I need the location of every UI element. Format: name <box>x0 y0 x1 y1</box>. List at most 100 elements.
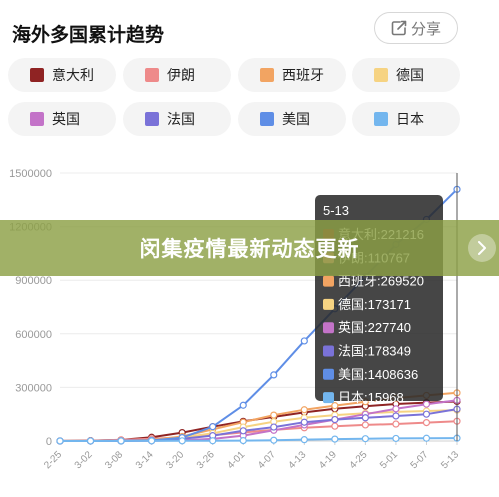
legend-swatch <box>30 68 44 82</box>
data-point[interactable] <box>422 434 431 442</box>
page-title: 海外多国累计趋势 <box>12 25 165 46</box>
series-line <box>60 437 458 442</box>
data-point[interactable] <box>86 437 95 445</box>
y-tick-label: 1500000 <box>9 168 52 180</box>
data-point[interactable] <box>239 401 247 409</box>
tooltip-swatch <box>323 368 334 380</box>
data-point[interactable] <box>422 418 431 427</box>
data-point[interactable] <box>270 436 278 444</box>
x-tick-label: 4-25 <box>348 449 370 471</box>
data-point[interactable] <box>300 436 308 444</box>
legend-swatch <box>145 112 159 126</box>
legend-swatch <box>260 68 274 82</box>
data-point[interactable] <box>300 418 308 426</box>
tooltip-swatch <box>323 275 334 287</box>
y-tick-label: 900000 <box>15 275 52 287</box>
banner-text: 闵集疫情最新动态更新 <box>139 238 360 261</box>
data-point[interactable] <box>331 422 339 430</box>
tooltip-entry: 法国:178349 <box>338 344 411 359</box>
legend-label: 德国 <box>396 67 424 83</box>
x-tick-label: 5-07 <box>409 449 431 471</box>
legend-item-france[interactable]: 法国 <box>123 102 231 136</box>
legend-label: 伊朗 <box>167 67 195 83</box>
data-point[interactable] <box>178 437 186 445</box>
data-point[interactable] <box>300 406 308 414</box>
legend-swatch <box>374 68 388 82</box>
data-point[interactable] <box>148 437 156 445</box>
share-button[interactable]: 分享 <box>374 12 458 44</box>
legend-label: 西班牙 <box>282 67 324 83</box>
x-tick-label: 4-19 <box>317 449 339 471</box>
x-tick-label: 3-02 <box>73 449 95 471</box>
data-point[interactable] <box>361 414 369 422</box>
y-tick-label: 300000 <box>15 382 52 394</box>
data-point[interactable] <box>270 411 278 419</box>
data-point[interactable] <box>300 337 308 345</box>
tooltip-swatch <box>323 392 334 404</box>
x-tick-label: 3-26 <box>195 449 217 471</box>
legend-swatch <box>145 68 159 82</box>
tooltip-entry: 英国:227740 <box>338 320 411 335</box>
series-0 <box>56 397 461 445</box>
tooltip-entry: 德国:173171 <box>338 297 411 312</box>
data-point[interactable] <box>239 436 247 445</box>
tooltip-swatch <box>323 345 334 357</box>
chevron-right-icon <box>478 241 486 255</box>
tooltip-title: 5-13 <box>323 203 349 218</box>
x-tick-label: 2-25 <box>42 449 64 471</box>
data-point[interactable] <box>422 410 431 418</box>
data-point[interactable] <box>209 437 217 445</box>
legend-item-spain[interactable]: 西班牙 <box>238 58 346 92</box>
data-point[interactable] <box>331 415 339 424</box>
data-point[interactable] <box>117 437 125 445</box>
legend-swatch <box>260 112 274 126</box>
data-point[interactable] <box>392 412 400 420</box>
x-tick-label: 5-01 <box>378 449 400 471</box>
tooltip-swatch <box>323 322 334 334</box>
legend-swatch <box>30 112 44 126</box>
share-icon <box>391 20 407 36</box>
news-banner[interactable]: 闵集疫情最新动态更新 <box>0 220 499 276</box>
data-point[interactable] <box>331 402 339 410</box>
legend-label: 英国 <box>52 111 80 127</box>
data-point[interactable] <box>361 435 369 443</box>
data-point[interactable] <box>361 421 369 429</box>
x-tick-label: 4-13 <box>286 449 308 471</box>
data-point[interactable] <box>422 400 431 408</box>
legend-item-italy[interactable]: 意大利 <box>8 58 116 92</box>
tooltip-entry: 日本:15968 <box>338 390 404 405</box>
data-point[interactable] <box>270 371 278 379</box>
data-point[interactable] <box>209 423 217 431</box>
y-tick-label: 0 <box>46 436 52 448</box>
legend-item-iran[interactable]: 伊朗 <box>123 58 231 92</box>
tooltip-entry: 西班牙:269520 <box>338 274 424 289</box>
data-point[interactable] <box>392 434 400 443</box>
x-tick-label: 4-01 <box>225 449 247 471</box>
data-point[interactable] <box>392 420 400 428</box>
x-tick-label: 3-20 <box>164 449 186 471</box>
data-point[interactable] <box>56 437 64 445</box>
legend-item-germany[interactable]: 德国 <box>352 58 460 92</box>
tooltip-entry: 美国:1408636 <box>338 367 418 382</box>
share-label: 分享 <box>410 20 441 38</box>
legend-swatch <box>374 112 388 126</box>
line-chart[interactable]: 0300000600000900000120000015000002-253-0… <box>0 150 499 497</box>
legend-item-usa[interactable]: 美国 <box>238 102 346 136</box>
x-tick-label: 3-14 <box>134 449 156 471</box>
data-point[interactable] <box>392 405 400 413</box>
series-7 <box>56 434 461 445</box>
y-tick-label: 600000 <box>15 329 52 341</box>
data-point[interactable] <box>270 423 278 431</box>
legend-label: 日本 <box>396 111 424 127</box>
data-point[interactable] <box>331 435 339 443</box>
next-arrow-button[interactable] <box>468 234 496 262</box>
legend-label: 意大利 <box>52 67 94 83</box>
x-tick-label: 4-07 <box>256 449 278 471</box>
legend-item-japan[interactable]: 日本 <box>352 102 460 136</box>
tooltip-swatch <box>323 298 334 310</box>
x-tick-label: 5-13 <box>439 449 461 471</box>
x-tick-label: 3-08 <box>103 449 125 471</box>
legend-item-uk[interactable]: 英国 <box>8 102 116 136</box>
data-point[interactable] <box>239 427 247 435</box>
legend-label: 法国 <box>167 111 195 127</box>
